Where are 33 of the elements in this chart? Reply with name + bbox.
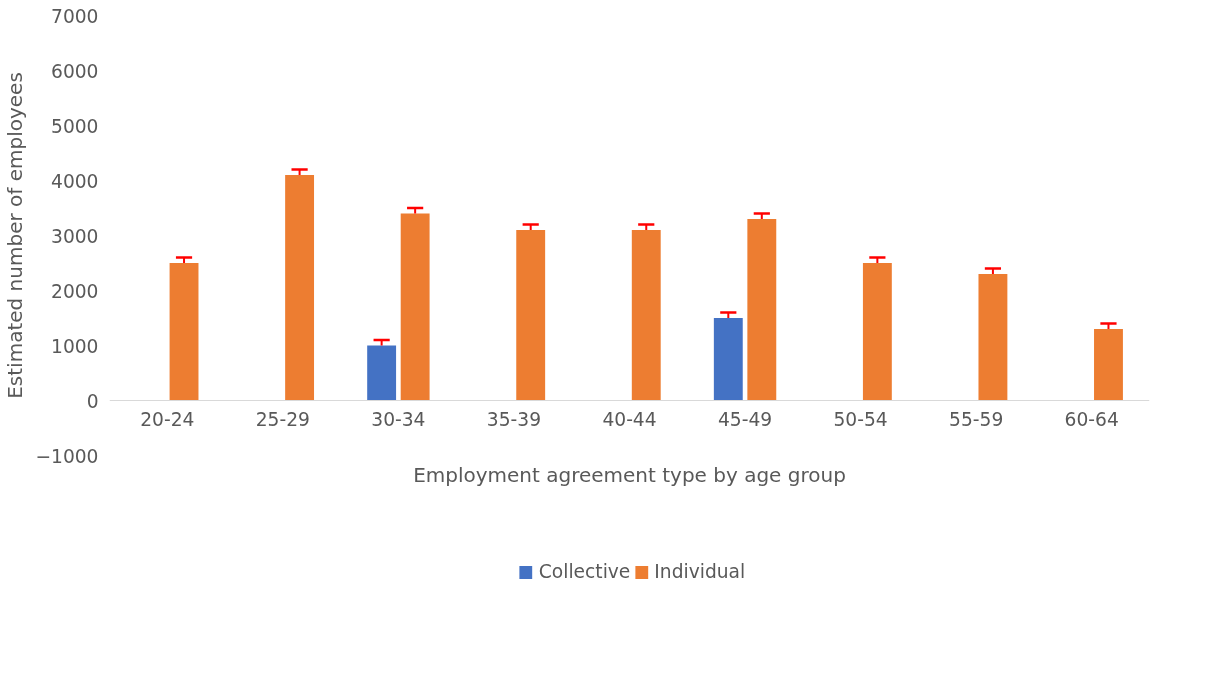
- bar: [747, 219, 777, 401]
- y-tick-label: 7000: [51, 5, 99, 27]
- x-tick-label: 30-34: [371, 408, 426, 430]
- y-tick-label: 3000: [51, 225, 99, 247]
- legend-label: Collective: [538, 561, 631, 582]
- bar: [862, 263, 892, 401]
- bar: [400, 213, 430, 401]
- y-tick-label: 0: [86, 390, 99, 412]
- x-tick-label: 40-44: [602, 408, 657, 430]
- x-tick-label: 50-54: [833, 408, 888, 430]
- y-tick-label: 1000: [51, 335, 99, 357]
- y-tick-label: 4000: [51, 170, 99, 192]
- bar: [978, 274, 1008, 401]
- bar: [285, 175, 315, 401]
- y-tick-label: −1000: [35, 445, 99, 467]
- y-tick-label: 5000: [51, 115, 99, 137]
- bar: [367, 345, 397, 401]
- bar: [631, 230, 661, 401]
- x-axis-title: Employment agreement type by age group: [413, 462, 846, 487]
- y-tick-label: 2000: [51, 280, 99, 302]
- bar: [169, 263, 199, 401]
- legend-label: Individual: [654, 561, 746, 582]
- x-tick-label: 25-29: [255, 408, 310, 430]
- bar: [1094, 329, 1123, 401]
- x-tick-label: 55-59: [949, 408, 1004, 430]
- y-tick-label: 6000: [51, 60, 99, 82]
- bar: [713, 318, 743, 401]
- bar: [516, 230, 546, 401]
- x-tick-label: 60-64: [1064, 408, 1119, 430]
- y-axis-title: Estimated number of employees: [3, 72, 28, 399]
- x-tick-label: 20-24: [140, 408, 195, 430]
- x-tick-label: 45-49: [717, 408, 773, 430]
- x-tick-label: 35-39: [486, 408, 542, 430]
